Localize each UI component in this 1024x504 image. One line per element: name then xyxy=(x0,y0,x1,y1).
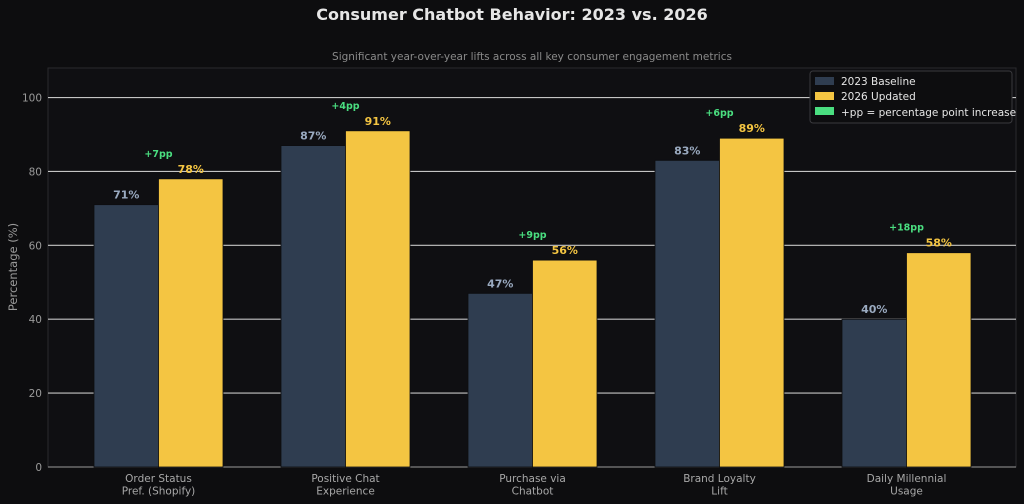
bar-updated-4 xyxy=(906,252,972,468)
x-tick-label-4: Daily Millennial Usage xyxy=(867,473,947,498)
x-tick-label-2: Purchase via Chatbot xyxy=(499,473,566,498)
chart-subtitle: Significant year-over-year lifts across … xyxy=(332,51,732,63)
legend-label-updated: 2026 Updated xyxy=(841,91,916,103)
y-tick-label-0: 0 xyxy=(35,462,42,474)
x-tick-label-0: Order Status Pref. (Shopify) xyxy=(122,473,196,498)
data-label-updated-3: 89% xyxy=(739,122,765,135)
label-layer: 71% 78% +7pp 87% 91% +4pp 47% 56% +9pp 83% 89% +6pp… xyxy=(113,101,952,316)
xtick-layer: Order Status Pref. (Shopify) Positive Chat… xyxy=(122,473,947,498)
x-tick-label-3: Brand Loyalty Lift xyxy=(683,473,756,498)
legend-box xyxy=(809,70,1013,124)
y-tick-label-60: 60 xyxy=(29,240,42,252)
data-label-updated-1: 91% xyxy=(365,115,391,128)
data-label-baseline-4: 40% xyxy=(861,303,887,316)
data-label-baseline-1: 87% xyxy=(300,130,326,143)
legend: 2023 Baseline 2026 Updated +pp = percent… xyxy=(809,70,1016,124)
bar-baseline-2 xyxy=(467,292,533,468)
bar-baseline-3 xyxy=(654,159,720,468)
data-label-baseline-3: 83% xyxy=(674,144,700,157)
y-tick-label-100: 100 xyxy=(22,93,42,105)
bar-baseline-4 xyxy=(841,318,907,468)
bar-updated-0 xyxy=(158,178,224,468)
increase-label-0: +7pp xyxy=(144,149,172,160)
data-label-baseline-0: 71% xyxy=(113,189,139,202)
data-label-baseline-2: 47% xyxy=(487,277,513,290)
data-label-updated-4: 58% xyxy=(926,237,952,250)
increase-label-4: +18pp xyxy=(889,223,924,234)
bar-baseline-1 xyxy=(280,145,346,468)
bar-layer xyxy=(93,130,972,468)
bar-baseline-0 xyxy=(93,204,159,468)
y-tick-label-80: 80 xyxy=(29,166,42,178)
tick-layer: 0 20 40 60 80 100 xyxy=(22,93,42,474)
y-tick-label-20: 20 xyxy=(29,388,42,400)
bar-updated-3 xyxy=(719,137,785,468)
bar-updated-1 xyxy=(345,130,411,468)
x-tick-label-1: Positive Chat Experience xyxy=(311,473,379,498)
legend-label-increase: +pp = percentage point increase xyxy=(841,107,1016,119)
bar-updated-2 xyxy=(532,259,598,468)
legend-swatch-baseline xyxy=(815,77,834,85)
increase-label-3: +6pp xyxy=(705,108,733,119)
data-label-updated-0: 78% xyxy=(178,163,204,176)
legend-swatch-updated xyxy=(815,92,834,100)
legend-swatch-increase xyxy=(815,107,834,115)
data-label-updated-2: 56% xyxy=(552,244,578,257)
increase-label-2: +9pp xyxy=(518,230,546,241)
legend-label-baseline: 2023 Baseline xyxy=(841,76,916,88)
chart-title: Consumer Chatbot Behavior: 2023 vs. 2026 xyxy=(316,5,708,24)
increase-label-1: +4pp xyxy=(331,101,359,112)
y-tick-label-40: 40 xyxy=(29,314,42,326)
y-axis-label: Percentage (%) xyxy=(6,223,20,311)
